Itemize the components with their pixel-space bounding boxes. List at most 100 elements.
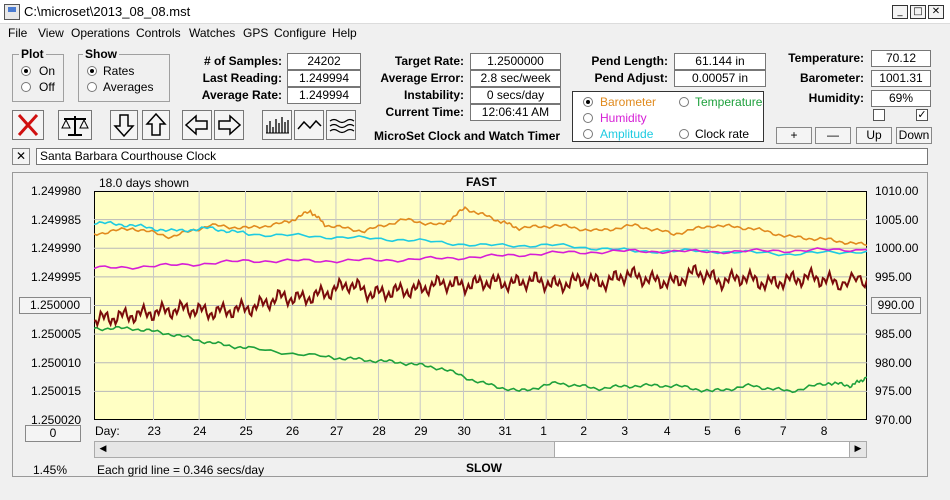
humidity-field: 69% <box>871 90 931 107</box>
arrow-right-button[interactable] <box>214 110 244 140</box>
current-time-field: 12:06:41 AM <box>470 104 561 121</box>
close-button[interactable]: ✕ <box>928 5 944 19</box>
day-label: 26 <box>285 424 300 438</box>
scroll-down-button[interactable]: Down <box>896 127 932 144</box>
app-icon <box>4 4 20 20</box>
day-label: 1 <box>540 424 547 438</box>
bars-button[interactable] <box>262 110 292 140</box>
zoom-out-button[interactable]: — <box>815 127 851 144</box>
scroll-up-button[interactable]: Up <box>856 127 892 144</box>
ripple-icon <box>329 118 355 134</box>
average-error-label: Average Error: <box>380 71 464 85</box>
series-line-3 <box>94 325 867 394</box>
grid-note-label: Each grid line = 0.346 secs/day <box>97 463 265 477</box>
show-rates-radio[interactable] <box>87 66 97 76</box>
target-rate-label: Target Rate: <box>394 54 464 68</box>
menu-operations[interactable]: Operations <box>71 26 130 40</box>
plot-on-radio[interactable] <box>21 66 31 76</box>
arrow-up-button[interactable] <box>142 110 170 140</box>
temperature-field: 70.12 <box>871 50 931 67</box>
show-group: Show Rates Averages <box>78 47 170 102</box>
balance-icon <box>61 116 89 136</box>
arrow-down-icon <box>113 114 135 138</box>
samples-field: 24202 <box>287 53 361 70</box>
show-averages-radio[interactable] <box>87 82 97 92</box>
last-reading-label: Last Reading: <box>202 71 282 85</box>
right-tick-label: 1000.00 <box>875 241 919 256</box>
series-line-4 <box>94 263 867 329</box>
window-title: C:\microset\2013_08_08.mst <box>24 4 191 19</box>
menu-file[interactable]: File <box>8 26 28 40</box>
scroll-left-arrow-icon[interactable]: ◀ <box>99 444 107 454</box>
temperature-label: Temperature: <box>788 51 864 65</box>
right-tick-label: 1005.00 <box>875 212 919 227</box>
day-label: 6 <box>734 424 741 438</box>
samples-label: # of Samples: <box>203 54 282 68</box>
target-rate-field[interactable]: 1.2500000 <box>470 53 561 70</box>
plot-off-radio[interactable] <box>21 82 31 92</box>
arrow-down-button[interactable] <box>110 110 138 140</box>
humidity-label: Humidity: <box>808 91 864 105</box>
barometer-radio[interactable] <box>583 97 593 107</box>
clock-name-field[interactable]: Santa Barbara Courthouse Clock <box>36 148 928 165</box>
wave-button[interactable] <box>294 110 324 140</box>
right-scale-button[interactable]: 990.00 <box>871 297 921 314</box>
right-tick-label: 970.00 <box>875 413 912 427</box>
menu-controls[interactable]: Controls <box>136 26 181 40</box>
left-tick-label: 1.249995 <box>31 269 82 284</box>
show-group-title: Show <box>83 47 119 61</box>
menu-view[interactable]: View <box>38 26 64 40</box>
offset-button[interactable]: 0 <box>25 425 81 442</box>
minimize-button[interactable]: _ <box>892 5 908 19</box>
menu-watches[interactable]: Watches <box>189 26 236 40</box>
horizontal-scrollbar[interactable]: ◀ ▶ <box>94 441 867 458</box>
day-label: 7 <box>779 424 787 438</box>
checkbox-2[interactable]: ✓ <box>916 108 928 121</box>
menu-gps[interactable]: GPS <box>243 26 269 40</box>
checkbox-1[interactable] <box>873 109 885 121</box>
left-scale-button[interactable]: 1.250000 <box>19 297 91 314</box>
scroll-right-arrow-icon[interactable]: ▶ <box>854 444 862 454</box>
right-tick-label: 980.00 <box>875 355 912 370</box>
left-tick-label: 1.249980 <box>31 184 82 198</box>
right-tick-label: 1010.00 <box>875 184 919 198</box>
humidity-radio[interactable] <box>583 113 593 123</box>
last-reading-field: 1.249994 <box>287 70 361 87</box>
plot-group: Plot On Off <box>12 47 64 102</box>
pend-length-label: Pend Length: <box>591 54 668 68</box>
temperature-option-label: Temperature <box>695 95 763 109</box>
clock-rate-radio[interactable] <box>679 129 689 139</box>
menu-help[interactable]: Help <box>332 26 357 40</box>
plot-off-label: Off <box>39 80 55 94</box>
series-line-2 <box>94 247 867 270</box>
pend-adjust-label: Pend Adjust: <box>594 71 668 85</box>
app-name-label: MicroSet Clock and Watch Timer <box>374 129 561 143</box>
humidity-option-label: Humidity <box>600 111 647 125</box>
day-label: 30 <box>457 424 471 438</box>
bars-icon <box>266 117 289 134</box>
right-tick-label: 975.00 <box>875 384 912 399</box>
temperature-radio[interactable] <box>679 97 689 107</box>
arrow-right-icon <box>218 114 242 136</box>
amplitude-radio[interactable] <box>583 129 593 139</box>
stop-button[interactable] <box>12 110 44 140</box>
wave-icon <box>297 119 322 130</box>
zoom-in-button[interactable]: + <box>776 127 812 144</box>
scrollbar-thumb[interactable] <box>554 442 850 457</box>
clock-close-button[interactable]: ✕ <box>12 148 30 165</box>
instability-field: 0 secs/day <box>470 87 561 104</box>
maximize-button[interactable]: □ <box>910 5 926 19</box>
series-line-0 <box>94 206 867 247</box>
series-select-box: Barometer Temperature Humidity Amplitude… <box>572 91 764 142</box>
balance-button[interactable] <box>58 110 92 140</box>
day-label: 2 <box>580 424 588 438</box>
arrow-left-button[interactable] <box>182 110 212 140</box>
percent-label: 1.45% <box>33 463 68 477</box>
menu-configure[interactable]: Configure <box>274 26 327 40</box>
day-label: 23 <box>147 424 161 438</box>
average-error-field: 2.8 sec/week <box>470 70 561 87</box>
ripple-button[interactable] <box>326 110 356 140</box>
average-rate-field: 1.249994 <box>287 87 361 104</box>
instability-label: Instability: <box>403 88 464 102</box>
day-label: 24 <box>193 424 207 438</box>
